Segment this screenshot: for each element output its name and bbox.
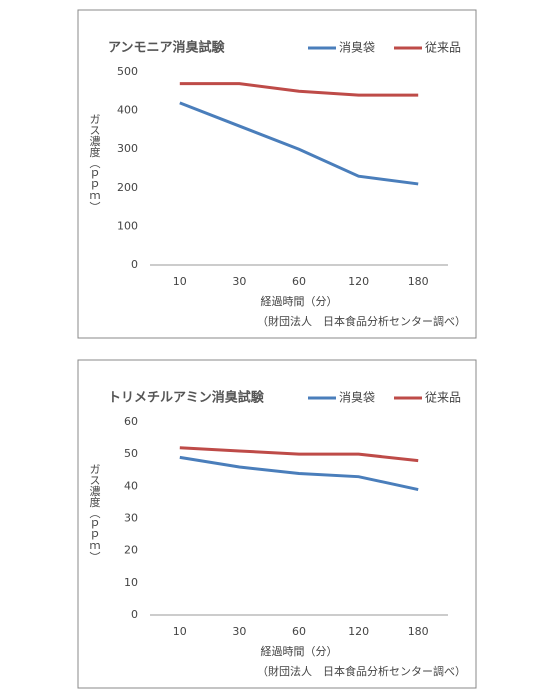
x-tick-label: 10 [173, 275, 187, 288]
x-axis-label: 経過時間（分） [261, 295, 338, 308]
y-tick-label: 40 [124, 479, 138, 492]
chart-frame [77, 9, 477, 339]
y-tick-label: 0 [131, 608, 138, 621]
source-note: （財団法人 日本食品分析センター調べ） [257, 664, 466, 678]
y-tick-label: 60 [124, 415, 138, 428]
x-tick-label: 120 [348, 625, 369, 638]
legend-label: 従来品 [425, 41, 461, 55]
series-line [179, 455, 419, 492]
y-tick-label: 30 [124, 512, 138, 525]
y-tick-label: 20 [124, 544, 138, 557]
legend-label: 消臭袋 [339, 40, 375, 55]
y-tick-label: 10 [124, 576, 138, 589]
x-tick-label: 30 [232, 625, 246, 638]
y-tick-label: 200 [117, 181, 138, 194]
source-note: （財団法人 日本食品分析センター調べ） [257, 314, 466, 328]
y-tick-label: 50 [124, 447, 138, 460]
chart: アンモニア消臭試験 消臭袋 従来品 0 100 200 300 400 500 10 30 60 120… [77, 9, 477, 339]
x-axis-label: 経過時間（分） [261, 645, 338, 658]
x-tick-label: 10 [173, 625, 187, 638]
y-tick-label: 0 [131, 258, 138, 271]
x-tick-label: 60 [292, 625, 306, 638]
chart-title: トリメチルアミン消臭試験 [108, 390, 265, 406]
y-axis-label: ガス濃度（ｐｐｍ） [88, 113, 101, 212]
chart: トリメチルアミン消臭試験 消臭袋 従来品 0 10 20 30 40 50 60 10 30 60 120… [77, 359, 477, 689]
series-line [179, 101, 419, 186]
chart-title: アンモニア消臭試験 [108, 40, 225, 56]
x-tick-label: 30 [232, 275, 246, 288]
chart-frame [77, 359, 477, 689]
x-tick-label: 180 [408, 275, 429, 288]
legend-label: 従来品 [425, 391, 461, 405]
series-line [179, 446, 419, 463]
series-line [179, 82, 419, 97]
y-tick-label: 300 [117, 142, 138, 155]
x-tick-label: 120 [348, 275, 369, 288]
y-axis-label: ガス濃度（ｐｐｍ） [88, 463, 101, 562]
y-tick-label: 500 [117, 65, 138, 78]
y-tick-label: 100 [117, 219, 138, 232]
x-tick-label: 60 [292, 275, 306, 288]
legend-label: 消臭袋 [339, 390, 375, 405]
x-tick-label: 180 [408, 625, 429, 638]
y-tick-label: 400 [117, 104, 138, 117]
